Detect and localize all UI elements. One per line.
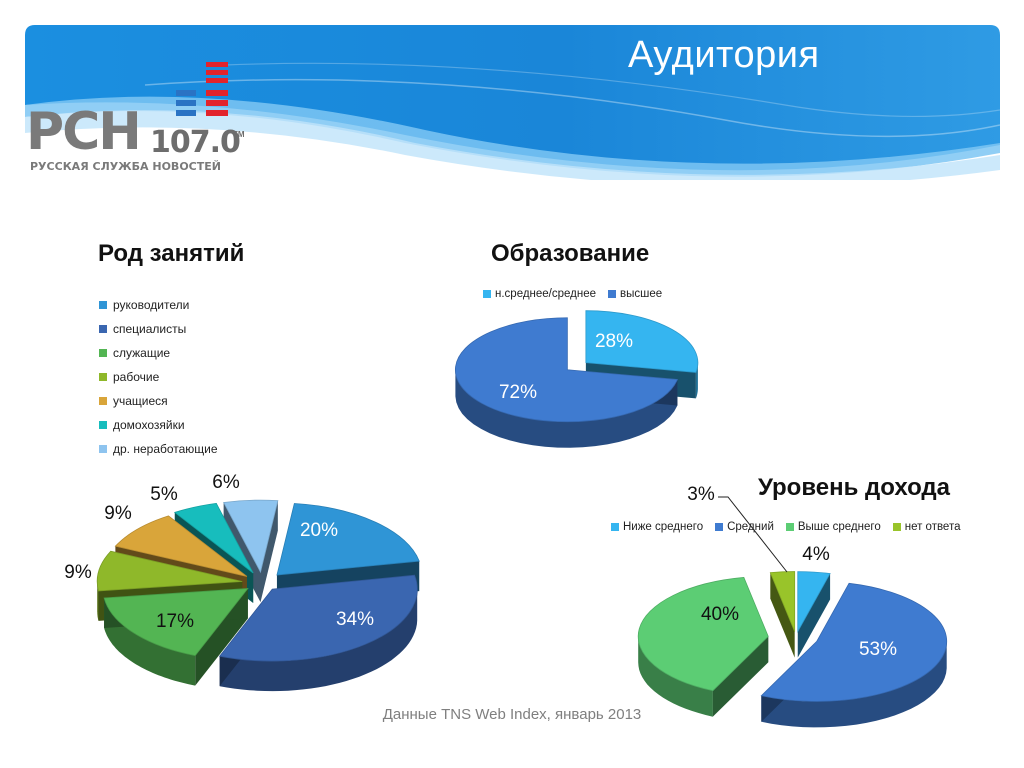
occupation-title: Род занятий bbox=[98, 240, 245, 267]
rsn-logo: РСН 107.0 FM РУССКАЯ СЛУЖБА НОВОСТЕЙ bbox=[26, 60, 266, 180]
slice-edge bbox=[260, 500, 278, 603]
legend-entry: Ниже среднего bbox=[611, 521, 703, 533]
slice-wall bbox=[219, 590, 418, 692]
legend-label: специалисты bbox=[113, 322, 187, 336]
legend-entry: рабочие bbox=[99, 365, 218, 389]
slice-wall bbox=[455, 370, 678, 448]
legend-entry: руководители bbox=[99, 293, 218, 317]
legend-entry: др. неработающие bbox=[99, 437, 218, 461]
legend-swatch bbox=[715, 523, 724, 531]
data-label: 20% bbox=[300, 520, 338, 541]
data-label: 9% bbox=[64, 562, 92, 583]
leader-line bbox=[718, 496, 788, 573]
legend-swatch bbox=[608, 290, 617, 298]
legend-entry: н.среднее/среднее bbox=[483, 288, 596, 300]
occupation-legend: руководители специалисты служащие рабочие уч… bbox=[99, 293, 218, 461]
legend-swatch bbox=[99, 301, 107, 309]
legend-entry: нет ответа bbox=[892, 521, 961, 533]
data-label: 28% bbox=[595, 331, 633, 352]
legend-swatch bbox=[99, 445, 107, 453]
data-label: 3% bbox=[687, 484, 715, 505]
legend-swatch bbox=[483, 290, 491, 298]
logo-main-text: РСН bbox=[26, 102, 142, 162]
education-title: Образование bbox=[491, 240, 650, 267]
data-label: 17% bbox=[156, 611, 194, 632]
pie-slice-руководители bbox=[276, 503, 420, 576]
pie-slice-учащиеся bbox=[114, 515, 248, 577]
legend-entry: домохозяйки bbox=[99, 413, 218, 437]
data-label: 53% bbox=[859, 639, 897, 660]
data-label: 34% bbox=[336, 609, 374, 630]
legend-label: Ниже среднего bbox=[623, 521, 704, 533]
data-label: 40% bbox=[701, 604, 739, 625]
data-label: 9% bbox=[104, 503, 132, 524]
legend-label: домохозяйки bbox=[113, 418, 185, 432]
pie-slice-высшее bbox=[454, 317, 678, 423]
slice-wall bbox=[761, 642, 947, 728]
legend-label: др. неработающие bbox=[113, 442, 218, 456]
data-label: 6% bbox=[212, 472, 240, 493]
legend-label: Выше среднего bbox=[797, 521, 881, 533]
pie-slice-служащие bbox=[103, 588, 249, 657]
legend-entry: учащиеся bbox=[99, 389, 218, 413]
pie-slice-домохозяйки bbox=[173, 502, 254, 574]
legend-swatch bbox=[99, 325, 107, 333]
data-label: 72% bbox=[499, 382, 537, 403]
header-banner bbox=[25, 25, 1000, 180]
slice-edge bbox=[712, 636, 769, 717]
data-source-note: Данные TNS Web Index, январь 2013 bbox=[382, 706, 642, 723]
legend-entry: высшее bbox=[608, 288, 662, 300]
legend-entry: служащие bbox=[99, 341, 218, 365]
data-label: 5% bbox=[150, 484, 178, 505]
pie-slice-рабочие bbox=[96, 550, 243, 592]
logo-fm: FM bbox=[233, 130, 245, 139]
pie-slice-н-среднее-среднее bbox=[585, 310, 699, 373]
data-label: 4% bbox=[802, 544, 830, 565]
legend-label: высшее bbox=[620, 288, 663, 300]
legend-swatch bbox=[99, 349, 107, 357]
pie-slice-side bbox=[770, 572, 795, 658]
pie-slice-Выше-среднего bbox=[637, 577, 769, 692]
legend-label: н.среднее/среднее bbox=[495, 288, 597, 300]
pie-slice-нет-ответа bbox=[769, 571, 796, 632]
pie-slice-др-неработающие bbox=[223, 499, 279, 574]
legend-swatch bbox=[99, 373, 107, 381]
slice-edge bbox=[797, 573, 831, 658]
education-legend: н.среднее/среднее высшее bbox=[483, 288, 674, 300]
slide-title: Аудитория bbox=[628, 34, 820, 76]
legend-swatch bbox=[99, 421, 107, 429]
legend-label: нет ответа bbox=[904, 521, 961, 533]
legend-label: Средний bbox=[727, 521, 774, 533]
legend-swatch bbox=[892, 523, 901, 531]
logo-bars-icon bbox=[176, 62, 228, 116]
legend-label: учащиеся bbox=[113, 394, 168, 408]
income-title: Уровень дохода bbox=[758, 474, 951, 501]
legend-label: руководители bbox=[113, 298, 190, 312]
legend-entry: Средний bbox=[715, 521, 774, 533]
legend-label: служащие bbox=[113, 346, 171, 360]
legend-swatch bbox=[99, 397, 107, 405]
logo-frequency: 107.0 bbox=[150, 125, 241, 160]
income-legend: Ниже среднего Средний Выше среднего нет отв… bbox=[611, 521, 972, 533]
legend-swatch bbox=[785, 523, 794, 531]
legend-label: рабочие bbox=[113, 370, 160, 384]
slice-wall bbox=[638, 636, 713, 717]
logo-subtitle: РУССКАЯ СЛУЖБА НОВОСТЕЙ bbox=[30, 160, 221, 173]
slice-edge bbox=[770, 572, 795, 658]
pie-slice-Ниже-среднего bbox=[797, 571, 831, 634]
legend-entry: Выше среднего bbox=[785, 521, 881, 533]
legend-entry: специалисты bbox=[99, 317, 218, 341]
pie-slice-специалисты bbox=[218, 574, 418, 662]
pie-slice-Средний bbox=[760, 582, 948, 702]
legend-swatch bbox=[611, 523, 619, 531]
pie-slice-side bbox=[797, 573, 831, 658]
